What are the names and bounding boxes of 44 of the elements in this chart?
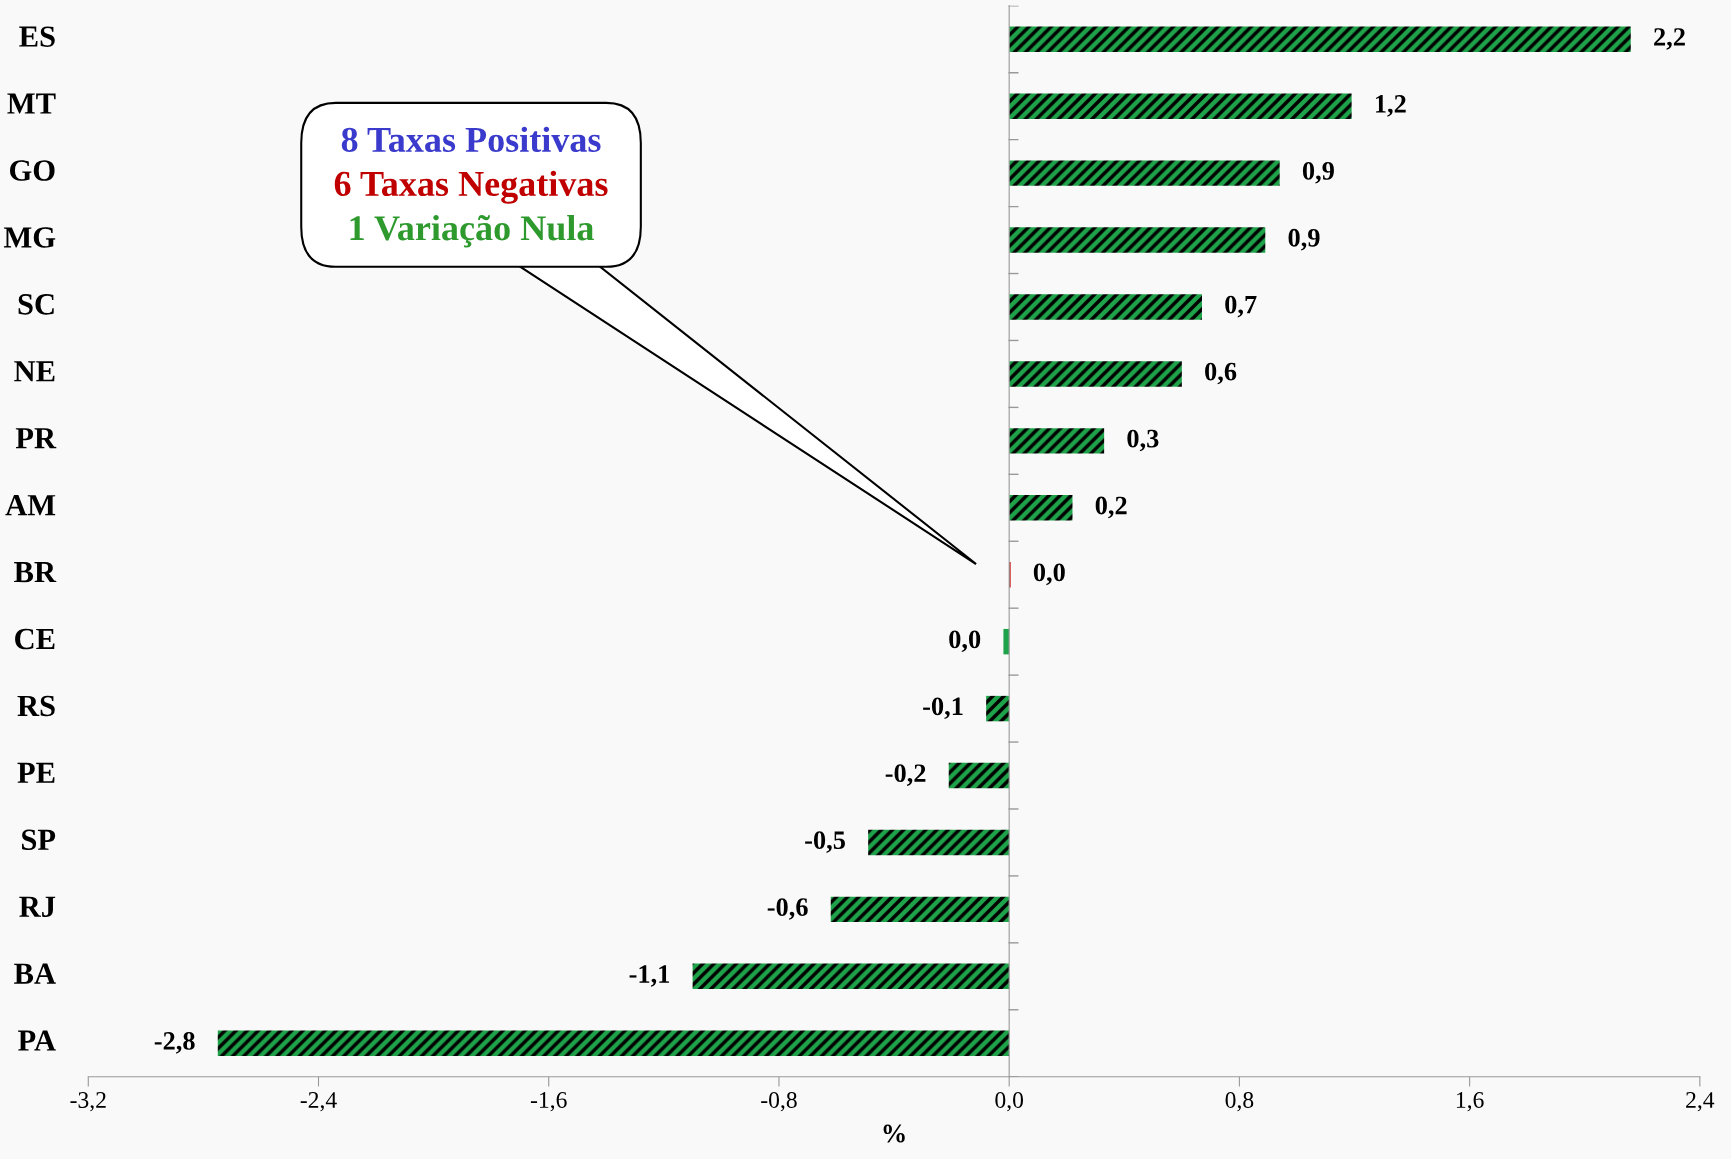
y-tick-label: NE [14, 361, 55, 382]
annotation: 8 Taxas Positivas [341, 126, 601, 153]
data-label: -1,1 [629, 965, 670, 987]
x-axis-title: % [883, 1124, 905, 1143]
data-label: 0,2 [1095, 496, 1127, 519]
data-label: 0,3 [1127, 429, 1159, 452]
x-tick-label: -0,8 [761, 1091, 797, 1112]
data-label: 0,6 [1205, 362, 1237, 385]
x-tick-label: 2,4 [1686, 1092, 1715, 1112]
y-tick-label: RJ [19, 896, 56, 918]
data-label: 0,9 [1288, 228, 1320, 251]
data-label: -0,2 [885, 764, 926, 786]
y-tick-label: PE [17, 762, 55, 783]
data-label: 0,0 [1033, 563, 1065, 586]
data-label: -2,8 [154, 1032, 195, 1054]
data-label: 1,2 [1375, 95, 1406, 117]
data-label: -0,6 [767, 898, 808, 920]
data-label: -0,5 [805, 831, 845, 853]
y-tick-label: PA [18, 1030, 56, 1051]
x-tick-label: -2,4 [300, 1092, 337, 1112]
y-tick-label: GO [10, 160, 55, 181]
annotation: 6 Taxas Negativas [334, 170, 608, 204]
x-tick-label: 0,0 [995, 1091, 1024, 1112]
data-label: 0,9 [1302, 161, 1334, 184]
annotation: 1 Variação Nula [350, 214, 594, 248]
y-tick-label: SP [22, 829, 56, 851]
y-tick-label: ES [19, 26, 55, 47]
x-tick-label: 1,6 [1456, 1092, 1484, 1112]
y-tick-label: MG [3, 227, 56, 248]
y-tick-label: BR [14, 562, 57, 583]
y-tick-label: AM [5, 494, 56, 516]
y-tick-label: CE [15, 628, 55, 650]
x-tick-label: -1,6 [530, 1092, 567, 1112]
y-tick-label: PR [15, 428, 57, 449]
data-label: 0,7 [1225, 295, 1257, 318]
y-tick-label: SC [18, 294, 54, 315]
x-tick-label: 0,8 [1225, 1091, 1254, 1112]
y-tick-label: BA [14, 963, 56, 984]
y-tick-label: RS [17, 695, 55, 717]
data-label: 0,0 [949, 630, 981, 653]
x-tick-label: -3,2 [70, 1092, 106, 1112]
y-tick-label: MT [7, 93, 56, 114]
data-label: -0,1 [923, 697, 963, 720]
data-label: 2,2 [1654, 28, 1685, 50]
